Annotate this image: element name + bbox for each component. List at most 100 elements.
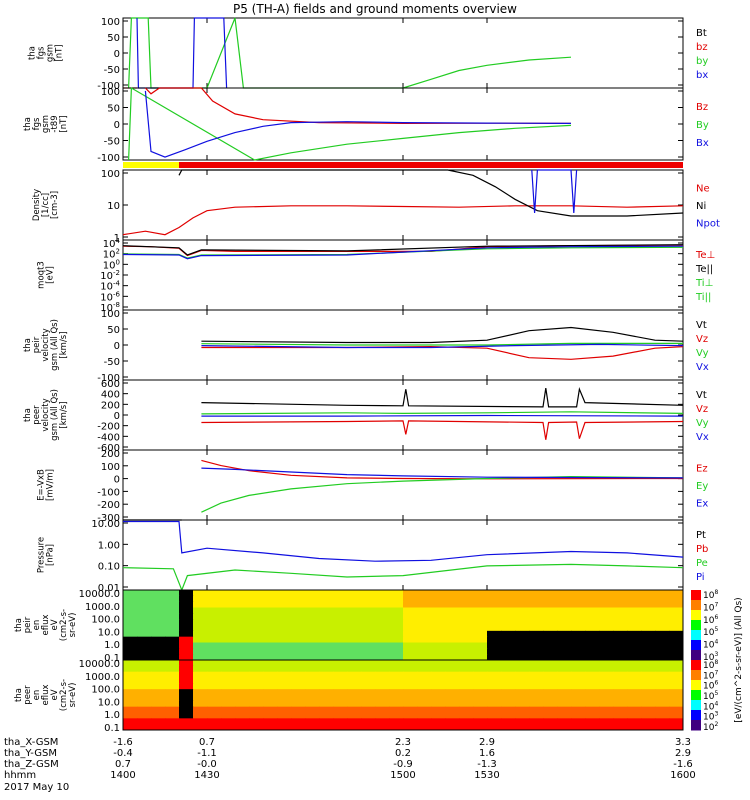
spectrogram-cell [487,660,502,667]
spectrogram-cell [221,648,236,655]
spectrogram-cell [487,724,502,731]
series-line-Vx [201,414,684,417]
spectrogram-cell [165,654,180,661]
spectrogram-cell [207,648,222,655]
spectrogram-cell [375,648,390,655]
spectrogram-cell [557,613,572,620]
spectrogram-cell [571,642,586,649]
spectrogram-cell [641,712,656,719]
spectrogram-cell [235,648,250,655]
spectrogram-cell [235,625,250,632]
spectrogram-cell [347,590,362,597]
spectrogram-cell [179,700,194,708]
spectrogram-cell [137,695,152,702]
spectrogram-cell [613,630,628,638]
spectrogram-cell [123,590,138,597]
spectrogram-cell [627,712,642,719]
spectrogram-cell [571,660,586,667]
spectrogram-cell [599,654,614,661]
spectrogram-cell [487,718,502,725]
spectrogram-cell [669,677,684,684]
spectrogram-cell [249,677,264,684]
spectrogram-cell [277,607,292,614]
spectrogram-cell [123,718,138,725]
spectrogram-cell [151,607,166,614]
xaxis-row-label: tha_Z-GSM [4,759,59,770]
spectrogram-cell [179,706,194,713]
spectrogram-cell [599,677,614,684]
spectrogram-cell [347,642,362,649]
spectrogram-cell [501,648,516,655]
spectrogram-cell [417,613,432,620]
spectrogram-cell [137,595,152,603]
spectrogram-cell [585,613,600,620]
spectrogram-cell [361,595,376,603]
spectrogram-cell [669,607,684,614]
spectrogram-cell [529,642,544,649]
spectrogram-cell [263,642,278,649]
legend-entry: Ey [696,481,708,492]
spectrogram-cell [249,636,264,643]
spectrogram-cell [403,660,418,667]
spectrogram-cell [641,607,656,614]
spectrogram-cell [221,660,236,667]
panel-ylabel: [km/s] [59,401,69,428]
xaxis-value: 0.7 [199,737,215,748]
spectrogram-cell [543,700,558,708]
spectrogram-cell [249,619,264,626]
spectrogram-cell [207,677,222,684]
spectrogram-cell [375,619,390,626]
spectrogram-cell [487,648,502,655]
panel-ylabel: [nPa] [46,544,56,566]
spectrogram-cell [403,625,418,632]
spectrogram-cell [473,706,488,713]
spectrogram-cell [585,654,600,661]
spectrogram-cell [179,677,194,684]
spectrogram-cell [655,660,670,667]
spectrogram-cell [277,625,292,632]
spectrogram-cell [417,689,432,696]
legend-entry: Ez [696,464,708,475]
spectrogram-cell [179,718,194,725]
spectrogram-cell [193,665,208,673]
panel-frame [122,87,684,161]
spectrogram-cell [305,595,320,603]
spectrogram-cell [361,706,376,713]
spectrogram-cell [347,665,362,673]
spectrogram-cell [613,677,628,684]
spectrogram-cell [613,619,628,626]
spectrogram-cell [487,689,502,696]
xaxis-value: -1.6 [673,759,693,770]
spectrogram-cell [347,700,362,708]
xaxis-value: 3.3 [675,737,691,748]
spectrogram-cell [249,607,264,614]
spectrogram-cell [655,683,670,690]
ytick-label: -50 [104,357,120,368]
spectrogram-cell [347,613,362,620]
legend-entry: Vy [696,418,709,429]
spectrogram-cell [291,590,306,597]
spectrogram-cell [263,683,278,690]
spectrogram-cell [221,706,236,713]
spectrogram-cell [249,642,264,649]
spectrogram-cell [319,625,334,632]
spectrogram-cell [235,700,250,708]
ytick-label: 400 [101,390,120,401]
legend-entry: Npot [696,219,720,230]
spectrogram-cell [627,607,642,614]
spectrogram-cell [655,712,670,719]
spectrogram-cell [193,607,208,614]
spectrogram-cell [445,625,460,632]
spectrogram-cell [305,590,320,597]
spectrogram-cell [417,695,432,702]
ytick-label: 200 [101,400,120,411]
spectrogram-cell [389,625,404,632]
spectrogram-cell [627,613,642,620]
spectrogram-cell [529,607,544,614]
spectrogram-cell [543,677,558,684]
spectrogram-cell [193,718,208,725]
spectrogram-cell [445,706,460,713]
spectrogram-cell [249,689,264,696]
spectrogram-cell [165,660,180,667]
spectrogram-cell [165,601,180,608]
